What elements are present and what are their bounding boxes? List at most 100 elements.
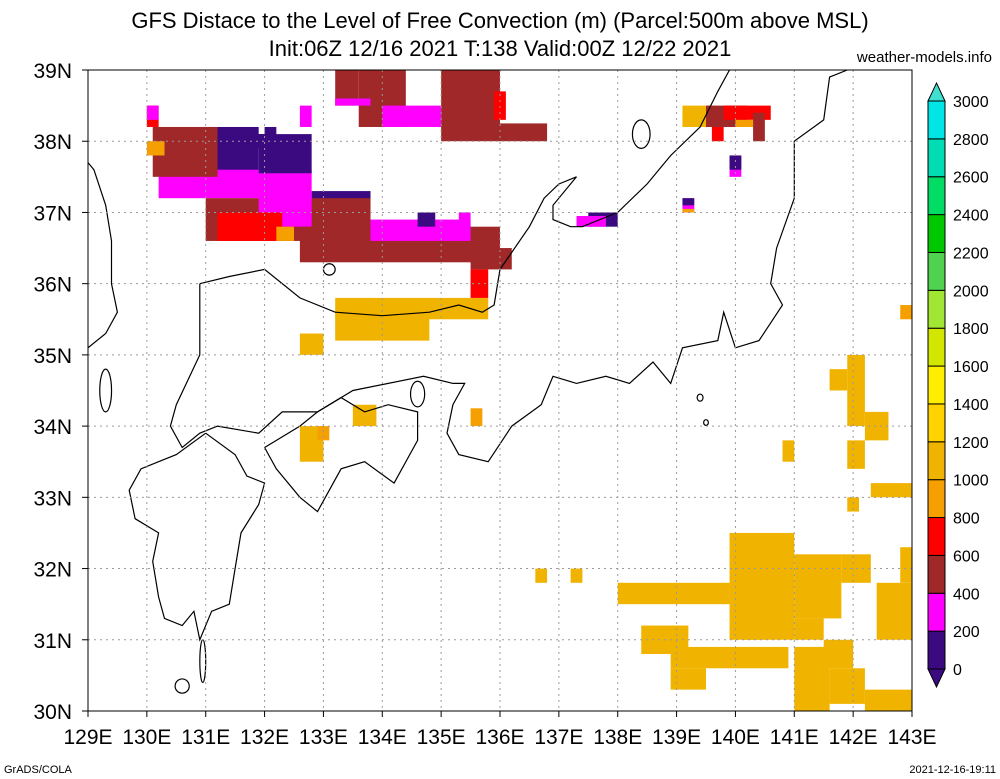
- heatmap-cell: [617, 582, 730, 605]
- heatmap-cell: [352, 404, 377, 427]
- heatmap-cell: [370, 219, 471, 241]
- x-tick-label: 138E: [593, 726, 642, 749]
- heatmap-cell: [335, 70, 359, 106]
- colorbar-segment: [927, 630, 946, 670]
- heatmap-cell: [494, 91, 506, 120]
- y-tick-label: 39N: [33, 60, 72, 83]
- heatmap-cell: [441, 70, 500, 142]
- coastline: [169, 70, 848, 463]
- heatmap-cell: [146, 105, 159, 120]
- heatmap-cell: [570, 568, 583, 583]
- x-tick-label: 136E: [475, 726, 524, 749]
- coastline: [199, 70, 731, 317]
- colorbar-label: 1800: [953, 321, 989, 338]
- heatmap-cell: [794, 618, 824, 640]
- heatmap-cell: [535, 568, 548, 583]
- heatmap-cell: [276, 226, 294, 241]
- heatmap-cell: [794, 554, 842, 619]
- colorbar-label: 600: [953, 548, 980, 565]
- heatmap-cell: [729, 155, 742, 170]
- colorbar-max-arrow: [927, 81, 946, 102]
- colorbar: 0 200 400 600 800 1000 1200 1400 1600 1800 2000 220…: [927, 81, 989, 689]
- colorbar-label: 2200: [953, 245, 989, 262]
- heatmap-cell: [670, 646, 789, 669]
- heatmap-cell: [500, 123, 548, 142]
- y-tick-label: 33N: [33, 487, 72, 510]
- x-tick-label: 129E: [63, 726, 112, 749]
- heatmap-cell: [847, 497, 860, 512]
- island-outline: [174, 678, 190, 694]
- colorbar-label: 2600: [953, 170, 989, 187]
- heatmap-cell: [382, 105, 442, 127]
- colorbar-label: 3000: [953, 94, 989, 111]
- y-tick-label: 30N: [33, 701, 72, 724]
- heatmap-cell: [847, 440, 865, 469]
- x-tick-label: 139E: [652, 726, 701, 749]
- chart-subtitle: Init:06Z 12/16 2021 T:138 Valid:00Z 12/2…: [269, 36, 732, 61]
- heatmap-cell: [682, 208, 695, 213]
- colorbar-label: 0: [953, 662, 962, 679]
- x-tick-label: 133E: [299, 726, 348, 749]
- heatmap-cell: [458, 212, 471, 227]
- colorbar-label: 1600: [953, 359, 989, 376]
- heatmap-cell: [470, 248, 512, 270]
- heatmap-cell: [417, 212, 436, 227]
- y-tick-label: 37N: [33, 202, 72, 225]
- coastline: [88, 162, 119, 349]
- colorbar-label: 2800: [953, 132, 989, 149]
- heatmap-cell: [670, 668, 706, 690]
- coastline: [128, 432, 266, 642]
- colorbar-segment: [927, 176, 946, 216]
- heatmap-cell: [470, 408, 483, 427]
- heatmap-cell: [252, 134, 265, 149]
- y-axis-ticks: 30N 31N 32N 33N 34N 35N 36N 37N 38N 39N: [33, 60, 88, 724]
- colorbar-segment: [927, 517, 946, 556]
- y-tick-label: 31N: [33, 630, 72, 653]
- heatmap-cell: [829, 369, 848, 391]
- colorbar-label: 2400: [953, 208, 989, 225]
- colorbar-label: 200: [953, 624, 980, 641]
- x-tick-label: 132E: [240, 726, 289, 749]
- x-tick-label: 135E: [417, 726, 466, 749]
- heatmap-cell: [864, 411, 889, 441]
- heatmap-cell: [299, 105, 312, 127]
- x-tick-label: 137E: [534, 726, 583, 749]
- heatmap-cell: [794, 646, 830, 711]
- x-tick-label: 142E: [829, 726, 878, 749]
- colorbar-label: 400: [953, 586, 980, 603]
- heatmap-cells: [146, 70, 912, 711]
- credit-text: weather-models.info: [856, 49, 992, 66]
- heatmap-cell: [711, 126, 724, 142]
- x-axis-ticks: 129E 130E 131E 132E 133E 134E 135E 136E 137E 138E…: [63, 711, 937, 749]
- island-outline: [409, 380, 426, 408]
- colorbar-label: 1400: [953, 397, 989, 414]
- heatmap-cell: [735, 119, 754, 127]
- colorbar-segment: [927, 403, 946, 443]
- heatmap-cell: [876, 582, 912, 640]
- colorbar-segment: [927, 289, 946, 329]
- colorbar-segment: [927, 138, 946, 178]
- colorbar-segment: [927, 327, 946, 367]
- heatmap-cell: [335, 98, 371, 106]
- heatmap-cell: [217, 212, 283, 241]
- x-tick-label: 134E: [358, 726, 407, 749]
- heatmap-cell: [864, 689, 912, 711]
- colorbar-label: 1200: [953, 435, 989, 452]
- colorbar-segment: [927, 100, 946, 140]
- chart-title: GFS Distace to the Level of Free Convect…: [131, 8, 868, 33]
- heatmap-cell: [782, 440, 795, 462]
- heatmap-cell: [900, 305, 912, 320]
- footer-right-text: 2021-12-16-19:11: [909, 764, 996, 776]
- heatmap-cell: [576, 216, 606, 227]
- island-outline: [703, 419, 709, 426]
- y-tick-label: 32N: [33, 559, 72, 582]
- y-tick-label: 34N: [33, 416, 72, 439]
- colorbar-label: 2000: [953, 283, 989, 300]
- footer-left-text: GrADS/COLA: [4, 764, 73, 776]
- y-tick-label: 35N: [33, 345, 72, 368]
- colorbar-segment: [927, 365, 946, 405]
- grid: [88, 70, 912, 711]
- island-outline: [631, 119, 651, 149]
- island-outline: [696, 393, 704, 402]
